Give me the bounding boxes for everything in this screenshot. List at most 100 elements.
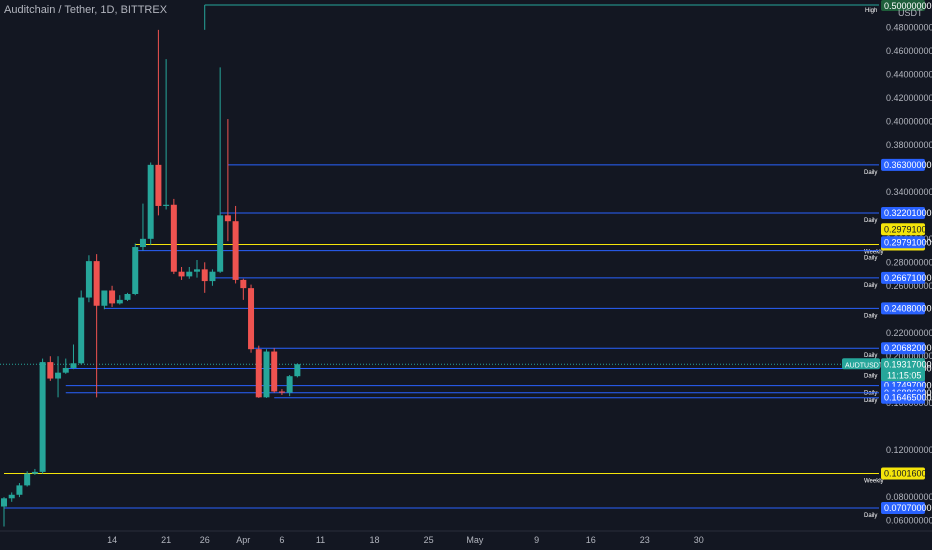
level-price-text: 0.24080000 [884,303,932,313]
level-price-badge [881,271,925,284]
candle-body [255,349,262,398]
blue-price-badge [881,236,925,249]
level-price-text: 0.10016000 [884,468,932,478]
candle-body [201,269,208,282]
level-price-text: 0.36300000 [884,160,932,170]
level-price-badge [881,206,925,219]
symbol-badge-text: AUDTUSDT [845,362,884,369]
candle-body [8,494,15,499]
high-price-text: 0.50000000 [884,1,932,11]
candle-body [116,299,123,304]
y-tick-label: 0.48000000 [886,22,932,32]
candle-body [62,367,69,373]
x-tick-label: 11 [316,535,325,545]
candle-body [109,290,116,304]
candle-body [217,215,224,272]
candle-body [16,485,23,495]
y-tick-label: 0.08000000 [886,492,932,502]
candle-body [155,164,162,206]
candle-body [186,271,193,277]
level-label: Daily [864,218,877,224]
level-label: Weekly [864,249,884,255]
level-label: Weekly [864,478,884,484]
candle-body [240,279,247,289]
candle-body [85,261,92,298]
symbol-title[interactable]: Auditchain / Tether, 1D, BITTREX [4,4,168,16]
high-price-badge [881,0,925,11]
blue-price-text: 0.29791000 [884,237,932,247]
candle-body [139,238,146,248]
level-label: Daily [864,373,877,379]
candle-body [224,215,231,222]
y-tick-label: 0.38000000 [886,140,932,150]
y-tick-label: 0.28000000 [886,257,932,267]
level-price-text: 0.20682000 [884,343,932,353]
currency-label: USDT [898,8,923,18]
candle-body [248,288,255,350]
x-tick-label: 14 [107,535,117,545]
x-tick-label: 16 [586,535,596,545]
candle-body [39,362,46,472]
x-tick-label: 26 [200,535,210,545]
level-price-text: 0.26671000 [884,273,932,283]
y-tick-label: 0.26000000 [886,281,932,291]
y-tick-label: 0.44000000 [886,69,932,79]
candle-body [132,247,139,295]
level-price-badge [881,302,925,315]
y-tick-label: 0.06000000 [886,516,932,526]
countdown-text: 11:15:05 [887,370,921,380]
high-marker-label: High [865,8,877,14]
level-price-badge [881,158,925,171]
candle-body [209,271,216,282]
candle-body [55,372,62,379]
y-tick-label: 0.40000000 [886,116,932,126]
level-price-text: 0.32201000 [884,208,932,218]
level-price-badge [881,391,925,404]
x-tick-label: 6 [279,535,284,545]
candle-body [163,204,170,206]
level-price-badge [881,467,925,480]
level-label: Daily [864,513,877,519]
level-label: Daily [864,398,877,404]
y-tick-label: 0.12000000 [886,445,932,455]
y-tick-label: 0.34000000 [886,187,932,197]
level-label: Daily [864,283,877,289]
candle-body [170,204,177,272]
x-tick-label: 21 [161,535,171,545]
yellow-price-text: 0.29791000 [884,224,932,234]
x-tick-label: 18 [370,535,380,545]
candle-body [194,269,200,272]
x-tick-label: 30 [694,535,704,545]
level-label: Daily [864,391,877,397]
candle-body [78,297,85,364]
candle-body [278,391,285,393]
y-tick-label: 0.22000000 [886,328,932,338]
level-price-text: 0.17497000 [884,381,932,391]
x-tick-label: Apr [236,535,250,545]
x-tick-label: 25 [424,535,434,545]
y-tick-label: 0.42000000 [886,93,932,103]
level-price-text: 0.07070000 [884,503,932,513]
current-price-badge [881,358,925,382]
candle-body [101,290,108,306]
y-tick-label: 0.20000000 [886,351,932,361]
candle-body [178,271,185,277]
candle-body [263,351,270,398]
candle-body [232,221,239,280]
current-price-text: 0.19317000 [884,359,932,369]
candle-body [31,471,38,474]
level-price-badge [881,502,925,515]
candle-body [286,376,293,393]
candle-body [294,364,301,377]
candle-body [47,362,54,379]
level-label: Daily [864,256,877,262]
x-tick-label: 9 [534,535,539,545]
level-label: Daily [864,353,877,359]
level-label: Daily [864,170,877,176]
x-tick-label: 23 [640,535,650,545]
level-price-text: 0.16465000 [884,393,932,403]
y-tick-label: 0.46000000 [886,46,932,56]
candle-body [147,164,154,239]
